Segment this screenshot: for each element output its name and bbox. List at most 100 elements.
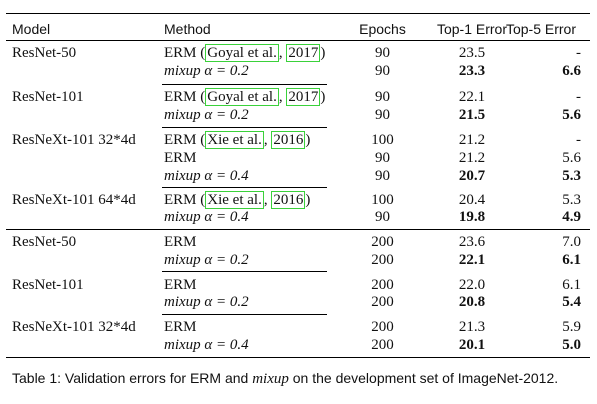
alpha-value: α = 0.4 [204, 337, 249, 353]
method-erm: ERM [164, 319, 197, 335]
method-erm: ERM [164, 150, 197, 166]
top1-value: 21.3 [458, 319, 486, 335]
top5-value: 5.6 [562, 150, 581, 166]
header-rule [6, 40, 590, 41]
epochs-value: 100 [371, 132, 394, 148]
top1-value: 23.6 [458, 234, 486, 250]
top5-value: 4.9 [562, 209, 581, 225]
method-erm-cited: ERM (Goyal et al., 2017) [164, 88, 326, 106]
top5-value: 5.0 [562, 337, 581, 353]
top1-value: 20.7 [458, 168, 486, 184]
model-name: ResNet-50 [12, 234, 77, 250]
top5-value: 5.4 [562, 294, 581, 310]
top1-value: 23.5 [458, 45, 486, 61]
bottom-rule [6, 357, 590, 359]
top5-value: 6.6 [562, 63, 581, 79]
method-mixup: mixup α = 0.4 [164, 167, 249, 185]
mixup-label: mixup [164, 63, 201, 79]
model-name: ResNeXt-101 32*4d [12, 319, 136, 335]
mixup-label: mixup [164, 107, 201, 123]
top-rule [6, 13, 590, 15]
method-label: ERM [164, 45, 197, 61]
top1-value: 20.4 [458, 192, 486, 208]
top1-value: 21.2 [458, 150, 486, 166]
top1-value: 19.8 [458, 209, 486, 225]
mixup-label: mixup [164, 337, 201, 353]
mixup-label: mixup [164, 252, 201, 268]
top5-value: 6.1 [562, 277, 581, 293]
epochs-value: 90 [375, 150, 390, 166]
top5-value: 5.3 [562, 192, 581, 208]
epochs-value: 90 [375, 45, 390, 61]
alpha-value: α = 0.4 [204, 168, 249, 184]
group-midrule [162, 187, 327, 188]
epochs-value: 200 [371, 234, 394, 250]
model-name: ResNeXt-101 32*4d [12, 132, 136, 148]
top1-value: 23.3 [458, 63, 486, 79]
model-name: ResNet-50 [12, 45, 77, 61]
alpha-value: α = 0.2 [204, 294, 249, 310]
group-midrule [162, 271, 327, 272]
epochs-value: 200 [371, 319, 394, 335]
header-model: Model [12, 21, 51, 37]
section-rule [6, 229, 590, 230]
method-mixup: mixup α = 0.2 [164, 293, 249, 311]
method-mixup: mixup α = 0.4 [164, 208, 249, 226]
header-method: Method [164, 21, 211, 37]
method-label: ERM [164, 89, 197, 105]
citation-link[interactable]: Goyal et al. [205, 88, 279, 106]
method-mixup: mixup α = 0.2 [164, 106, 249, 124]
citation-link[interactable]: Xie et al. [205, 191, 264, 209]
group-midrule [162, 127, 327, 128]
method-label: ERM [164, 192, 197, 208]
top5-value: 5.3 [562, 168, 581, 184]
top1-value: 20.1 [458, 337, 486, 353]
epochs-value: 90 [375, 107, 390, 123]
epochs-value: 200 [371, 294, 394, 310]
citation-link[interactable]: Xie et al. [205, 131, 264, 149]
method-erm-cited: ERM (Xie et al., 2016) [164, 191, 311, 209]
top5-value: 5.9 [562, 319, 581, 335]
alpha-value: α = 0.2 [204, 252, 249, 268]
alpha-value: α = 0.2 [204, 63, 249, 79]
epochs-value: 90 [375, 209, 390, 225]
mixup-label: mixup [164, 209, 201, 225]
top5-value: - [576, 132, 581, 148]
citation-year-link[interactable]: 2017 [286, 88, 321, 106]
alpha-value: α = 0.2 [204, 107, 249, 123]
epochs-value: 200 [371, 252, 394, 268]
citation-year-link[interactable]: 2016 [271, 131, 306, 149]
model-name: ResNeXt-101 64*4d [12, 192, 136, 208]
top5-value: 7.0 [562, 234, 581, 250]
method-label: ERM [164, 132, 197, 148]
header-epochs: Epochs [359, 21, 406, 37]
top5-value: - [576, 89, 581, 105]
top5-value: - [576, 45, 581, 61]
method-erm: ERM [164, 277, 197, 293]
top5-value: 5.6 [562, 107, 581, 123]
table-caption: Table 1: Validation errors for ERM and m… [12, 369, 592, 388]
top1-value: 22.1 [458, 252, 486, 268]
citation-link[interactable]: Goyal et al. [205, 44, 279, 62]
top1-value: 21.5 [458, 107, 486, 123]
method-mixup: mixup α = 0.4 [164, 336, 249, 354]
top1-value: 22.1 [458, 89, 486, 105]
epochs-value: 90 [375, 168, 390, 184]
top1-value: 20.8 [458, 294, 486, 310]
top1-value: 21.2 [458, 132, 486, 148]
mixup-label: mixup [164, 294, 201, 310]
header-top5-error: Top-5 Error [505, 21, 577, 37]
method-mixup: mixup α = 0.2 [164, 251, 249, 269]
citation-year-link[interactable]: 2017 [286, 44, 321, 62]
group-midrule [162, 84, 327, 85]
mixup-label: mixup [164, 168, 201, 184]
citation-year-link[interactable]: 2016 [271, 191, 306, 209]
caption-mixup: mixup [252, 371, 289, 387]
caption-suffix: on the development set of ImageNet-2012. [288, 370, 559, 386]
model-name: ResNet-101 [12, 89, 84, 105]
method-erm: ERM [164, 234, 197, 250]
caption-prefix: Table 1: Validation errors for ERM and [12, 370, 253, 386]
top5-value: 6.1 [562, 252, 581, 268]
method-erm-cited: ERM (Xie et al., 2016) [164, 131, 311, 149]
